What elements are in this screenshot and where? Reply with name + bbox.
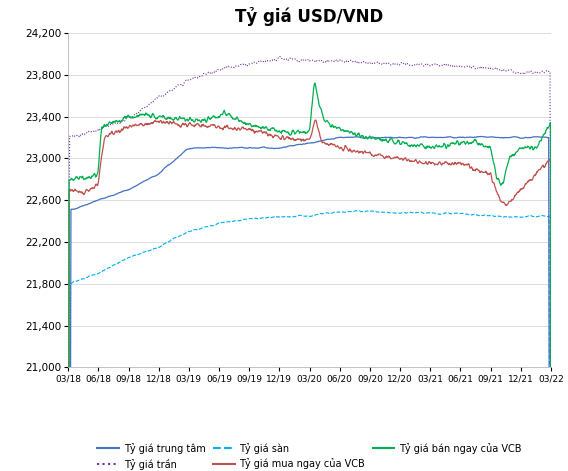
Title: Tỷ giá USD/VND: Tỷ giá USD/VND: [235, 7, 384, 26]
Legend: Tỷ giá trung tâm, Tỷ giá trần, Tỷ giá sàn, Tỷ giá mua ngay của VCB, Tỷ giá bán n: Tỷ giá trung tâm, Tỷ giá trần, Tỷ giá sà…: [97, 443, 522, 470]
